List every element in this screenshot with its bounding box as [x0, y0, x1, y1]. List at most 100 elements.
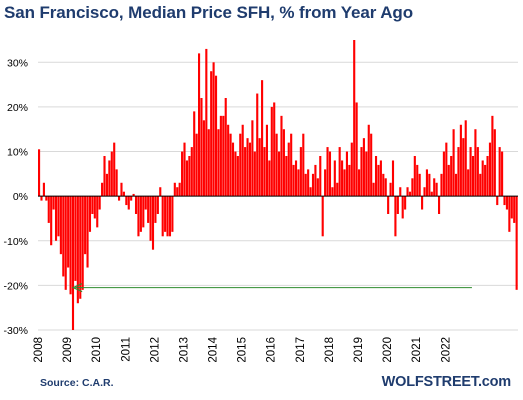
bar: [384, 178, 387, 197]
y-tick-label: 0%: [13, 191, 28, 203]
bar: [149, 196, 152, 241]
y-tick-label: 10%: [7, 147, 28, 159]
bar: [345, 151, 348, 197]
bar: [258, 138, 261, 197]
bar: [103, 156, 106, 197]
bar: [125, 196, 128, 206]
bar: [200, 98, 203, 197]
bar: [263, 147, 266, 197]
bar: [59, 196, 62, 255]
bar: [445, 142, 448, 197]
bar: [321, 196, 324, 237]
bar: [387, 196, 390, 214]
bar: [47, 196, 50, 223]
bar: [212, 62, 215, 197]
bar: [290, 133, 293, 197]
bar: [435, 182, 438, 197]
bar: [399, 187, 402, 197]
x-tick-label: 2011: [120, 337, 132, 362]
bar: [219, 115, 222, 197]
bar: [166, 196, 169, 237]
y-tick-label: 20%: [7, 102, 28, 114]
bar: [144, 196, 147, 210]
bar: [297, 169, 300, 197]
bar: [457, 147, 460, 197]
bar: [57, 196, 60, 237]
bar: [202, 120, 205, 197]
bar: [374, 156, 378, 197]
bar: [42, 182, 45, 197]
bar: [171, 196, 174, 232]
bar: [304, 173, 307, 197]
bar: [227, 124, 230, 197]
bar: [280, 115, 283, 197]
y-tick-label: 30%: [7, 57, 28, 69]
bar: [86, 196, 89, 268]
bar: [270, 106, 273, 197]
bar: [389, 182, 392, 197]
bar: [328, 151, 332, 197]
x-tick-label: 2017: [295, 337, 307, 363]
y-axis-ticks: -30% -20% -10% 0% 10% 20% 30%: [3, 57, 28, 337]
bar: [96, 196, 99, 228]
bar: [299, 147, 302, 197]
bar: [365, 151, 368, 197]
bar: [229, 133, 232, 197]
bar: [362, 138, 365, 197]
bar: [181, 151, 184, 197]
bar: [515, 196, 518, 290]
x-tick-label: 2020: [382, 337, 394, 363]
x-tick-label: 2018: [324, 337, 336, 363]
bar: [433, 178, 436, 197]
bar: [341, 160, 344, 197]
bar: [214, 75, 218, 197]
bar: [302, 133, 305, 197]
bar: [413, 156, 416, 197]
bar: [38, 149, 41, 197]
bar: [452, 129, 455, 197]
bar: [336, 182, 339, 197]
bar: [154, 196, 157, 223]
y-tick-label: -10%: [3, 236, 28, 248]
bar: [256, 93, 259, 197]
bar: [81, 196, 84, 290]
bar: [447, 164, 450, 197]
bar: [62, 196, 65, 277]
chart-title: San Francisco, Median Price SFH, % from …: [4, 3, 413, 22]
bar: [74, 196, 77, 281]
bar: [183, 142, 186, 197]
bar: [67, 196, 70, 268]
bar: [261, 80, 264, 197]
bar: [391, 160, 395, 197]
bar: [251, 120, 254, 197]
bar: [508, 196, 511, 232]
bar: [246, 138, 249, 197]
bar: [314, 164, 317, 197]
bar: [454, 173, 458, 197]
bar: [268, 160, 271, 197]
bar: [493, 129, 496, 197]
x-tick-label: 2008: [33, 337, 45, 363]
bar: [428, 173, 431, 197]
bar: [484, 164, 487, 197]
bar: [50, 196, 53, 246]
bar: [282, 129, 285, 197]
bar: [248, 142, 252, 197]
bar: [496, 196, 499, 206]
bar: [207, 129, 210, 197]
bar: [147, 196, 150, 223]
bar: [222, 115, 225, 197]
bar: [45, 196, 48, 201]
bar: [156, 196, 159, 214]
bar: [132, 193, 135, 197]
bar: [382, 173, 385, 197]
x-tick-label: 2016: [266, 337, 278, 363]
y-tick-label: -30%: [3, 325, 28, 337]
bar: [173, 182, 176, 197]
bar: [442, 151, 445, 197]
x-tick-label: 2014: [208, 336, 220, 362]
bar: [234, 151, 237, 197]
bar: [355, 102, 358, 197]
bar: [353, 40, 356, 197]
bar: [450, 156, 453, 197]
